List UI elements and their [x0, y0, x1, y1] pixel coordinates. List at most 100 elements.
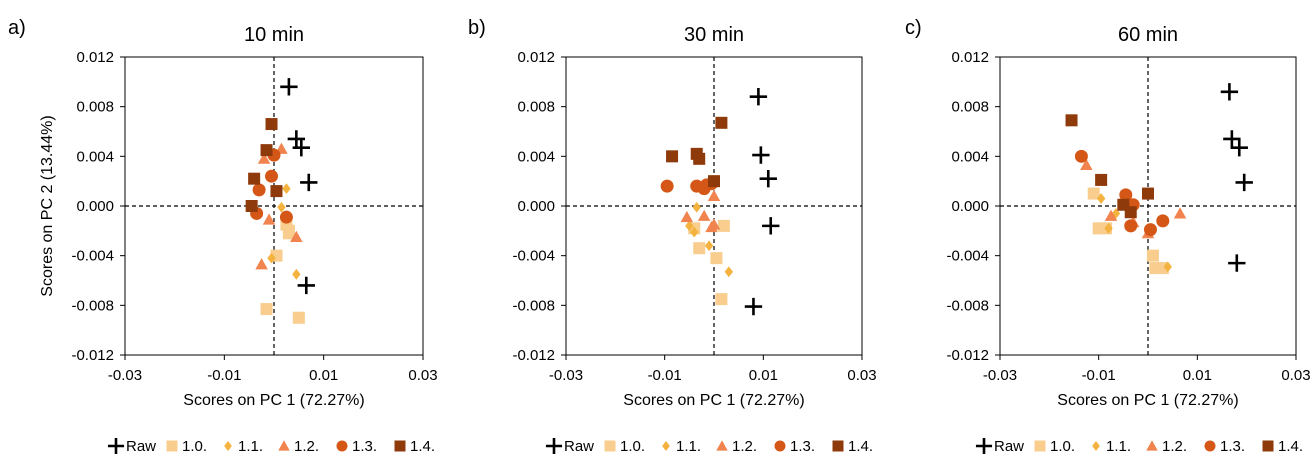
x-tick-label: 0.01	[309, 367, 338, 384]
y-axis-label: Scores on PC 2 (13.44%)	[39, 115, 56, 296]
legend-marker	[1092, 441, 1100, 451]
y-tick-label: -0.004	[71, 248, 114, 265]
legend-label: 1.2.	[1162, 438, 1187, 455]
x-tick-label: 0.03	[1281, 367, 1310, 384]
x-tick-label: 0.03	[847, 367, 876, 384]
data-point	[708, 175, 720, 188]
legend-item: 1.0.	[1034, 438, 1075, 455]
panel-label: a)	[8, 17, 26, 39]
data-point	[752, 146, 770, 164]
data-point	[759, 170, 777, 188]
data-point	[1104, 209, 1118, 221]
data-point	[265, 169, 279, 183]
data-point	[1087, 187, 1100, 200]
y-tick-label: -0.004	[512, 248, 555, 265]
data-point	[265, 118, 278, 131]
chart-title: 60 min	[1118, 24, 1178, 46]
data-point	[762, 217, 780, 235]
legend-marker	[336, 440, 348, 452]
series-13	[250, 148, 293, 224]
data-point	[715, 116, 728, 129]
data-point	[255, 258, 268, 270]
y-tick-label: 0.000	[517, 198, 555, 215]
data-point	[280, 78, 298, 96]
data-point	[1146, 249, 1159, 262]
legend-item: 1.2.	[716, 438, 757, 455]
legend-marker	[832, 440, 844, 452]
legend-label: 1.3.	[790, 438, 815, 455]
x-tick-label: 0.01	[1183, 367, 1212, 384]
data-point	[1143, 223, 1157, 237]
legend-item: 1.2.	[1146, 438, 1187, 455]
legend-item: 1.1.	[224, 438, 263, 455]
x-axis-label: Scores on PC 1 (72.27%)	[1057, 392, 1238, 409]
data-point	[245, 200, 258, 212]
data-point	[693, 242, 706, 255]
legend-item: 1.4.	[394, 438, 435, 455]
data-point	[267, 252, 276, 264]
legend-item: 1.1.	[1092, 438, 1131, 455]
data-point	[724, 266, 734, 278]
data-point	[1156, 214, 1170, 228]
legend-label: Raw	[994, 438, 1024, 455]
data-point	[1074, 149, 1088, 163]
chart-title: 10 min	[244, 24, 304, 46]
panel-label: c)	[905, 17, 922, 39]
series-12	[680, 189, 721, 233]
y-tick-label: -0.012	[71, 347, 114, 364]
data-point	[1163, 261, 1172, 273]
data-point	[692, 201, 701, 213]
legend-label: 1.4.	[848, 438, 873, 455]
y-tick-label: 0.012	[517, 49, 555, 66]
legend-label: 1.3.	[1220, 438, 1245, 455]
legend-label: 1.1.	[676, 438, 701, 455]
data-point	[257, 152, 271, 164]
legend-marker	[166, 440, 178, 452]
legend-label: 1.0.	[1050, 438, 1075, 455]
data-point	[248, 172, 261, 185]
legend-marker	[1204, 440, 1216, 452]
legend: Raw 1.0. 1.1. 1.2. 1.3. 1.4.	[107, 437, 435, 455]
series-14	[666, 116, 728, 188]
legend-item: 1.3.	[774, 438, 815, 455]
data-point	[715, 293, 728, 306]
data-point	[1220, 83, 1239, 101]
y-tick-label: 0.008	[517, 99, 555, 116]
legend-item: 1.2.	[278, 438, 319, 455]
data-point	[660, 179, 674, 193]
series-raw	[280, 78, 318, 295]
legend-item: 1.0.	[166, 438, 207, 455]
data-point	[704, 240, 714, 252]
x-tick-label: -0.01	[648, 367, 682, 384]
data-point	[252, 183, 266, 197]
chart-panel-2: b) 30 min -0.03 -0.01 0.01 0.03 0.012 0.008 0.00…	[468, 17, 877, 455]
x-tick-label: -0.03	[983, 367, 1017, 384]
data-point	[279, 210, 293, 224]
legend-label: 1.3.	[352, 438, 377, 455]
y-tick-label: -0.008	[946, 297, 989, 314]
data-point	[710, 252, 723, 265]
legend-marker	[1262, 440, 1274, 452]
data-point	[292, 311, 305, 324]
legend-item: 1.0.	[604, 438, 645, 455]
data-point	[260, 303, 273, 316]
legend-label: Raw	[126, 438, 156, 455]
data-point	[1124, 206, 1137, 219]
data-point	[744, 297, 763, 316]
x-tick-label: -0.01	[1082, 367, 1116, 384]
data-point	[1124, 219, 1138, 233]
y-tick-label: 0.012	[951, 49, 989, 66]
legend-marker	[278, 440, 290, 451]
y-tick-label: -0.012	[512, 347, 555, 364]
data-point	[1119, 188, 1133, 202]
x-tick-label: -0.03	[108, 367, 142, 384]
data-point	[292, 138, 310, 157]
series-14	[245, 118, 283, 212]
data-point	[282, 227, 295, 240]
series-raw	[744, 88, 780, 316]
chart-title: 30 min	[684, 24, 744, 46]
data-point	[1096, 193, 1106, 204]
data-point	[277, 201, 286, 213]
data-point	[690, 226, 699, 238]
